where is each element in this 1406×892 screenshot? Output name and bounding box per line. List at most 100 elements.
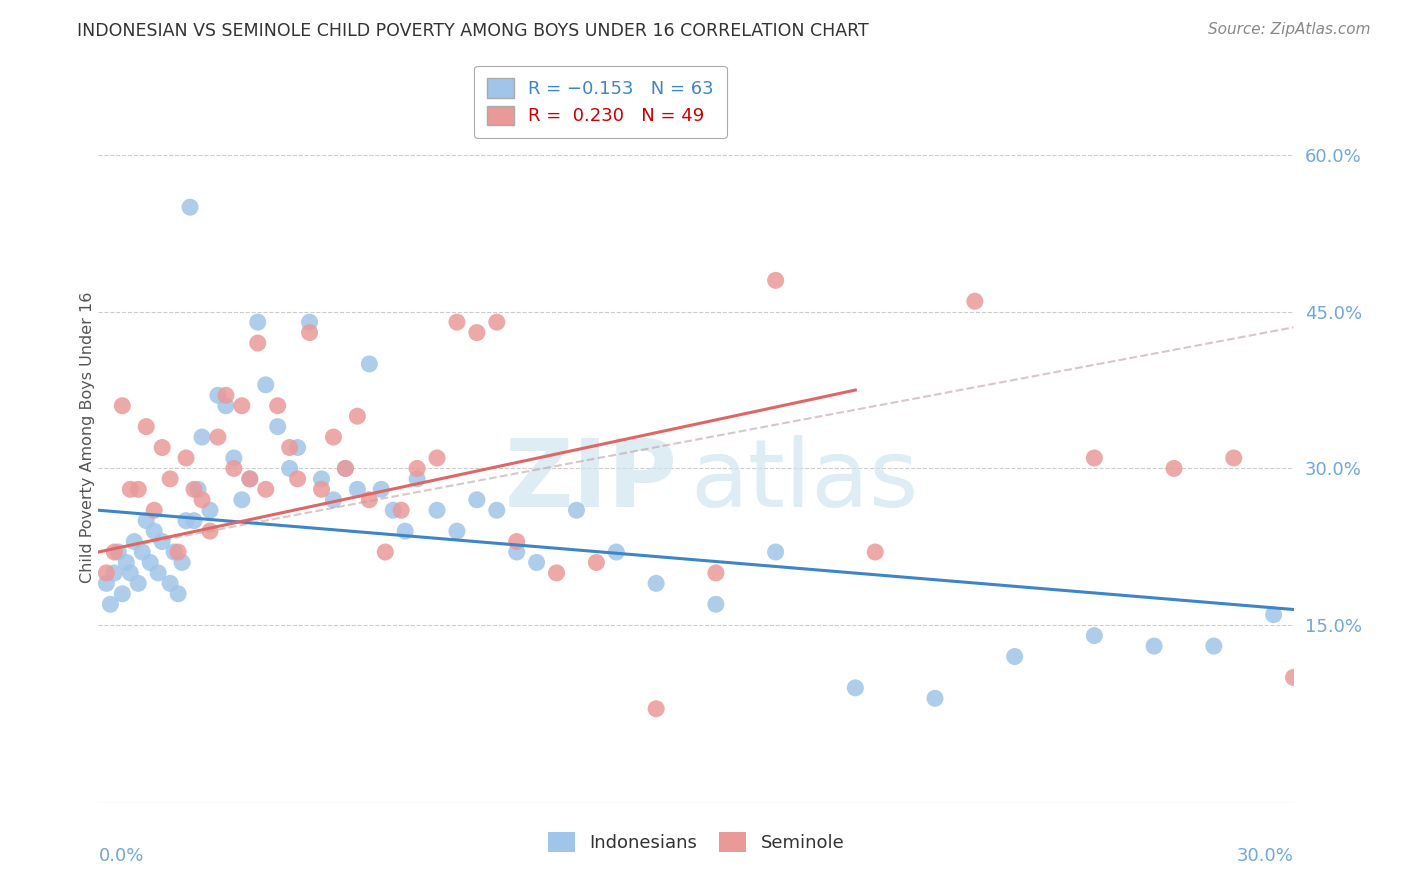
Point [120,566,142,580]
Point [765,545,787,559]
Point [370,483,392,497]
Point [143,524,166,538]
Point [585,556,607,570]
Point [645,576,668,591]
Point [222,461,245,475]
Point [96,576,118,591]
Point [103,545,125,559]
Point [485,503,508,517]
Point [150,534,173,549]
Text: INDONESIAN VS SEMINOLE CHILD POVERTY AMONG BOYS UNDER 16 CORRELATION CHART: INDONESIAN VS SEMINOLE CHILD POVERTY AMO… [77,22,869,40]
Point [298,315,321,329]
Point [645,702,668,716]
Point [103,566,125,580]
Point [131,545,153,559]
Point [1004,649,1026,664]
Point [222,450,245,465]
Point [207,388,229,402]
Point [546,566,568,580]
Y-axis label: Child Poverty Among Boys Under 16: Child Poverty Among Boys Under 16 [80,292,94,582]
Point [359,492,381,507]
Point [207,430,229,444]
Point [322,430,344,444]
Point [311,472,333,486]
Point [394,524,416,538]
Point [506,534,529,549]
Point [127,483,149,497]
Point [465,326,488,340]
Point [246,315,269,329]
Point [135,514,157,528]
Point [167,587,190,601]
Point [215,388,238,402]
Point [198,524,221,538]
Point [335,461,357,475]
Point [127,576,149,591]
Point [120,483,142,497]
Point [526,556,548,570]
Point [267,399,290,413]
Point [239,472,262,486]
Point [311,483,333,497]
Point [1163,461,1185,475]
Point [183,514,205,528]
Point [446,524,468,538]
Text: ZIP: ZIP [505,435,678,527]
Point [111,399,134,413]
Point [198,503,221,517]
Point [174,450,197,465]
Point [287,472,309,486]
Point [704,597,727,611]
Point [246,336,269,351]
Point [346,483,368,497]
Point [278,441,301,455]
Point [135,419,157,434]
Point [1282,670,1305,684]
Point [159,576,181,591]
Point [298,326,321,340]
Point [254,483,277,497]
Point [183,483,205,497]
Point [174,514,197,528]
Text: Source: ZipAtlas.com: Source: ZipAtlas.com [1208,22,1371,37]
Point [382,503,405,517]
Point [565,503,588,517]
Point [446,315,468,329]
Point [191,492,214,507]
Point [163,545,186,559]
Point [426,503,449,517]
Point [506,545,529,559]
Point [187,483,209,497]
Point [254,377,277,392]
Text: atlas: atlas [690,435,918,527]
Point [159,472,181,486]
Point [287,441,309,455]
Legend: Indonesians, Seminole: Indonesians, Seminole [540,825,852,860]
Point [115,556,138,570]
Point [865,545,887,559]
Point [346,409,368,424]
Point [231,399,253,413]
Point [124,534,146,549]
Point [215,399,238,413]
Point [389,503,412,517]
Point [191,430,214,444]
Point [139,556,162,570]
Point [107,545,129,559]
Point [1263,607,1285,622]
Point [1223,450,1246,465]
Point [322,492,344,507]
Point [335,461,357,475]
Point [406,461,429,475]
Point [179,200,201,214]
Point [406,472,429,486]
Point [359,357,381,371]
Point [278,461,301,475]
Point [98,597,122,611]
Point [1083,450,1105,465]
Point [239,472,262,486]
Point [1143,639,1166,653]
Point [374,545,396,559]
Point [111,587,134,601]
Point [1202,639,1225,653]
